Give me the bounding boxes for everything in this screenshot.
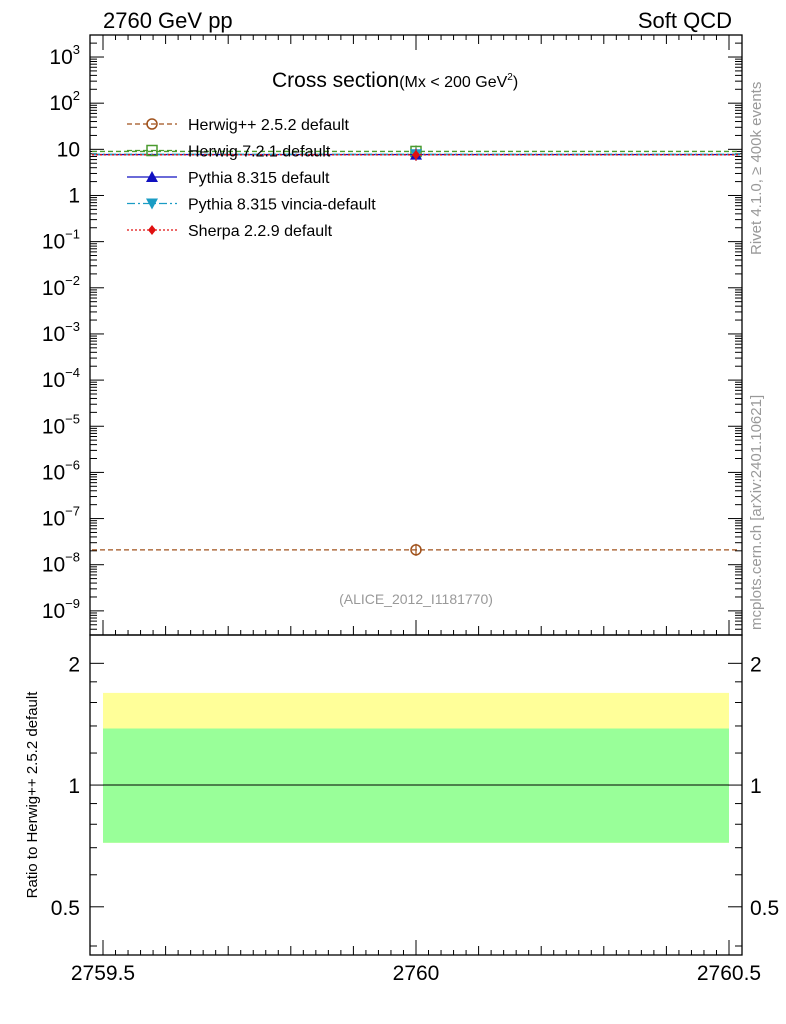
header-collision: 2760 GeV pp bbox=[103, 8, 233, 33]
y-tick-label: 10−1 bbox=[42, 227, 80, 254]
ratio-ylabel: Ratio to Herwig++ 2.5.2 default bbox=[24, 691, 41, 899]
x-tick-label: 2760.5 bbox=[697, 962, 761, 985]
main-series bbox=[92, 145, 740, 556]
legend-marker bbox=[146, 144, 158, 157]
ratio-y-tick-label: 0.5 bbox=[51, 897, 80, 920]
x-tick-label: 2759.5 bbox=[71, 962, 135, 985]
y-tick-label: 103 bbox=[49, 42, 80, 69]
legend-label: Pythia 8.315 vincia-default bbox=[188, 197, 376, 214]
mcplots-label: mcplots.cern.ch [arXiv:2401.10621] bbox=[748, 395, 765, 630]
y-tick-label: 10 bbox=[57, 138, 80, 161]
legend-marker bbox=[146, 118, 158, 130]
main-title-cut-sup: 2 bbox=[507, 72, 513, 83]
legend-marker bbox=[148, 225, 156, 235]
ratio-y-tick-label-right: 1 bbox=[750, 775, 762, 798]
y-tick-label: 10−9 bbox=[42, 596, 80, 623]
ratio-panel: 0.5 0.5 1 1 2 2 2759.5 2760 2760.5 Ratio to Her… bbox=[24, 35, 779, 985]
ratio-y-tick-label: 2 bbox=[68, 653, 80, 676]
ratio-bands bbox=[103, 692, 729, 843]
ratio-y-tick-label-right: 0.5 bbox=[750, 897, 779, 920]
series-point bbox=[410, 544, 422, 556]
rivet-label: Rivet 4.1.0, ≥ 400k events bbox=[748, 82, 765, 255]
y-tick-label: 10−5 bbox=[42, 411, 80, 438]
y-tick-label: 10−6 bbox=[42, 457, 80, 484]
legend-label: Herwig++ 2.5.2 default bbox=[188, 117, 350, 134]
x-axis-ticks: 2759.5 2760 2760.5 bbox=[71, 35, 761, 985]
y-tick-label: 10−3 bbox=[42, 319, 80, 346]
ratio-y-tick-label-right: 2 bbox=[750, 653, 762, 676]
main-y-ticks: 10−9 10−8 10−7 10−6 10−5 10−4 10−3 10−2 10−1 1 10 1… bbox=[42, 34, 742, 636]
x-tick-label: 2760 bbox=[393, 962, 440, 985]
y-tick-label: 102 bbox=[49, 88, 80, 115]
y-tick-label: 1 bbox=[68, 184, 80, 207]
y-tick-label: 10−2 bbox=[42, 273, 80, 300]
ratio-band bbox=[103, 728, 729, 843]
main-title-text: Cross section bbox=[272, 69, 399, 92]
y-tick-label: 10−4 bbox=[42, 365, 80, 392]
ratio-y-tick-label: 1 bbox=[68, 775, 80, 798]
main-title-cut-close: ) bbox=[513, 74, 518, 91]
legend: Herwig++ 2.5.2 default Herwig 7.2.1 defau… bbox=[127, 117, 376, 240]
ratio-y-ticks: 0.5 0.5 1 1 2 2 bbox=[51, 653, 779, 947]
legend-label: Pythia 8.315 default bbox=[188, 170, 330, 187]
legend-marker bbox=[146, 198, 158, 210]
ratio-frame bbox=[89, 634, 743, 956]
y-tick-label: 10−7 bbox=[42, 504, 80, 531]
legend-marker bbox=[146, 171, 158, 182]
legend-label: Herwig 7.2.1 default bbox=[188, 144, 331, 161]
main-title-cut: (Mx < 200 GeV bbox=[399, 74, 507, 91]
legend-label: Sherpa 2.2.9 default bbox=[188, 223, 333, 240]
main-panel: (ALICE_2012_I1181770) 10−910−810−710−610… bbox=[42, 34, 743, 636]
y-tick-label: 10−8 bbox=[42, 550, 80, 577]
main-title: Cross section(Mx < 200 GeV2) bbox=[272, 69, 518, 92]
watermark: (ALICE_2012_I1181770) bbox=[339, 591, 493, 607]
header-process: Soft QCD bbox=[638, 8, 732, 33]
series-point bbox=[412, 149, 420, 160]
